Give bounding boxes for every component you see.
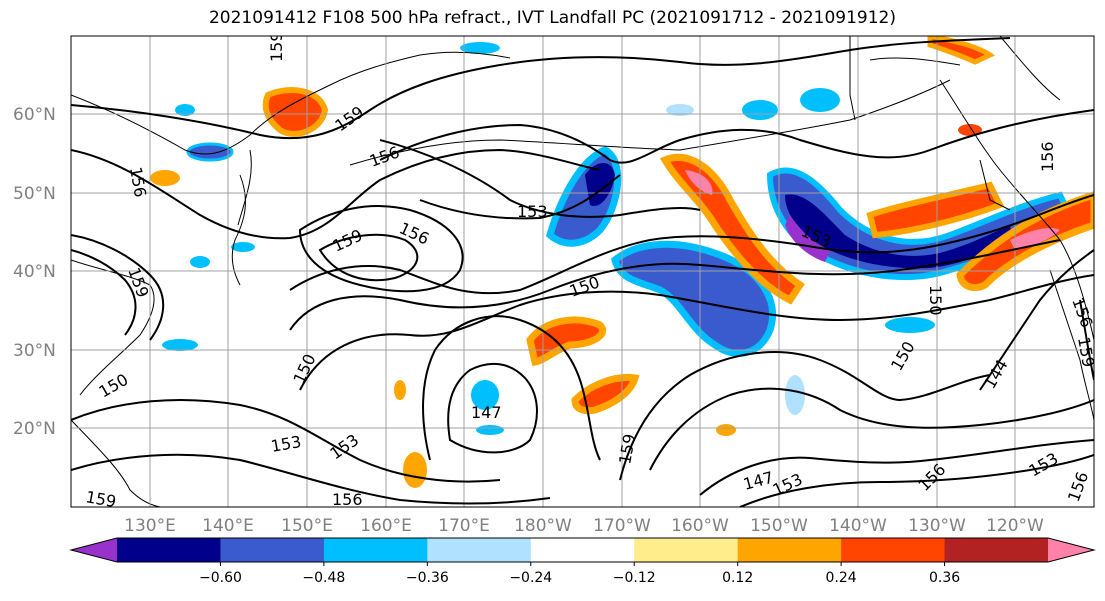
colorbar-segment — [427, 538, 532, 562]
colorbar-segment — [530, 538, 635, 562]
lon-label: 150°W — [750, 516, 808, 536]
lon-label: 120°W — [986, 516, 1044, 536]
colorbar-tick-label: 0.12 — [722, 570, 753, 586]
contour-label: 159 — [267, 31, 286, 62]
colorbar-tick-label: −0.48 — [302, 570, 345, 586]
colorbar-tick-label: −0.36 — [406, 570, 449, 586]
colorbar-segment — [841, 538, 946, 562]
lon-label: 130°W — [908, 516, 966, 536]
lat-label: 20°N — [13, 419, 56, 439]
colorbar-extend-min — [71, 538, 117, 562]
lat-label: 40°N — [13, 262, 56, 282]
contour-label: 150 — [926, 285, 945, 316]
colorbar-outline — [69, 537, 1096, 563]
lon-label: 140°E — [202, 516, 254, 536]
colorbar-segment — [220, 538, 325, 562]
lon-label: 130°E — [124, 516, 176, 536]
lat-label: 50°N — [13, 184, 56, 204]
colorbar-segment — [634, 538, 739, 562]
lon-label: 170°W — [593, 516, 651, 536]
shaded-anomaly-regions — [150, 36, 1094, 488]
contour-label: 159 — [84, 487, 117, 511]
lat-label: 60°N — [13, 105, 56, 125]
colorbar-tick-label: −0.60 — [199, 570, 242, 586]
map-panel: 159 159 156 153 159 156 150 150 147 159 … — [71, 31, 1098, 511]
lon-label: 150°E — [281, 516, 333, 536]
contour-label: 147 — [471, 403, 502, 422]
colorbar-segment — [944, 538, 1049, 562]
height-contours — [71, 37, 1094, 507]
lat-label: 30°N — [13, 341, 56, 361]
lon-label: 160°W — [671, 516, 729, 536]
gridlines — [71, 36, 1094, 507]
lon-label: 170°E — [438, 516, 490, 536]
map-frame — [70, 35, 1095, 508]
lon-label: 160°E — [360, 516, 412, 536]
map-title: 2021091412 F108 500 hPa refract., IVT La… — [208, 8, 896, 28]
colorbar-tick-label: −0.24 — [509, 570, 552, 586]
contour-label: 156 — [332, 490, 363, 509]
colorbar-tick-label: 0.24 — [826, 570, 857, 586]
colorbar: −0.60 −0.48 −0.36 −0.24 −0.12 0.12 0.24 0.36 — [69, 537, 1096, 586]
colorbar-tick-label: 0.36 — [929, 570, 960, 586]
longitude-labels: 130°E 140°E 150°E 160°E 170°E 180°W 170°… — [124, 516, 1044, 536]
latitude-labels: 60°N 50°N 40°N 30°N 20°N — [13, 105, 56, 439]
lon-label: 180°W — [514, 516, 572, 536]
contour-label: 159 — [1074, 335, 1098, 368]
colorbar-tick-label: −0.12 — [613, 570, 656, 586]
colorbar-segment — [323, 538, 428, 562]
colorbar-segments — [69, 537, 1096, 563]
colorbar-segment — [117, 538, 221, 562]
contour-label: 153 — [517, 202, 548, 221]
colorbar-ticks: −0.60 −0.48 −0.36 −0.24 −0.12 0.12 0.24 0.36 — [199, 562, 960, 586]
lon-label: 140°W — [829, 516, 887, 536]
colorbar-segment — [737, 538, 842, 562]
colorbar-extend-max — [1048, 538, 1094, 562]
contour-label: 156 — [1038, 141, 1057, 172]
